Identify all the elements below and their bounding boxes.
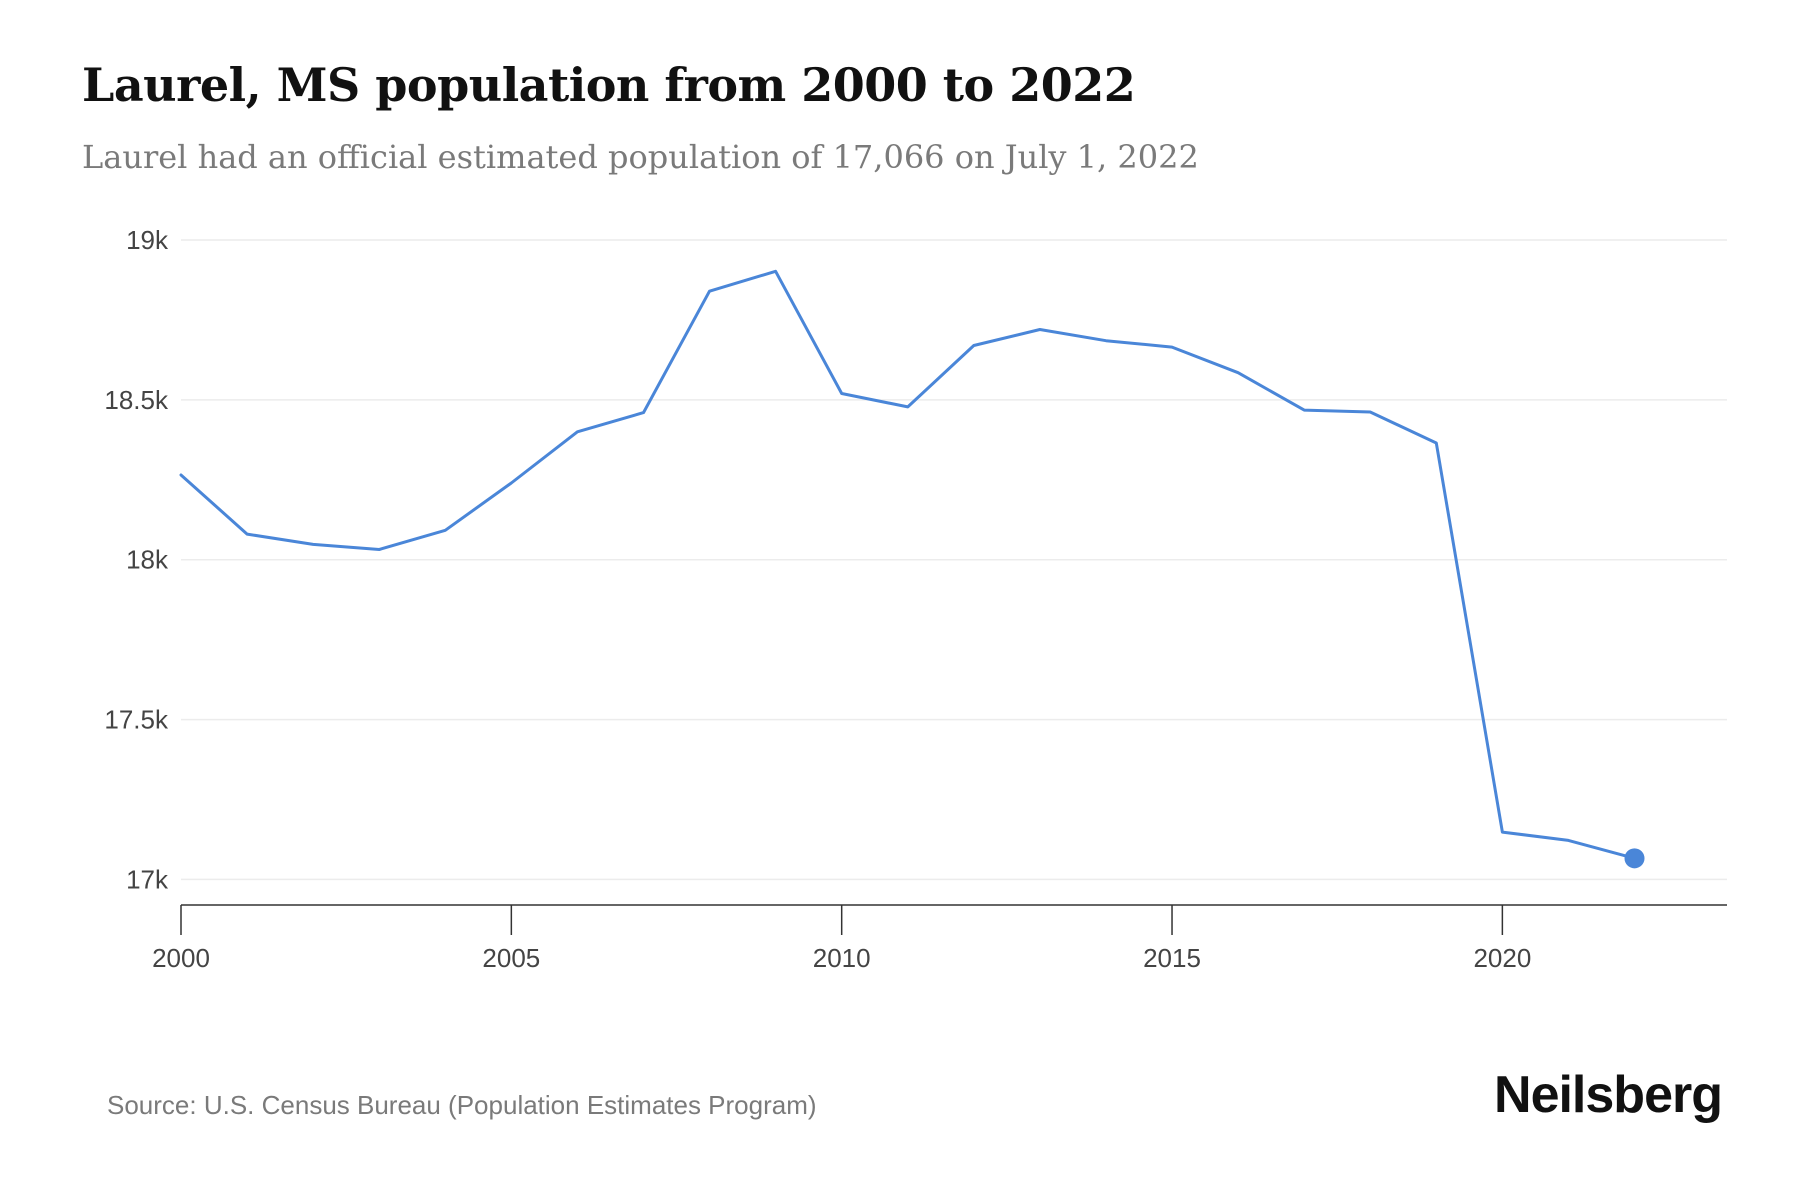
y-tick-label: 18k [126,545,169,575]
chart-subtitle: Laurel had an official estimated populat… [82,138,1199,176]
x-tick-label: 2015 [1143,943,1201,973]
last-data-point [1624,848,1645,869]
y-tick-label: 18.5k [104,385,169,415]
y-tick-label: 19k [126,225,169,255]
source-note: Source: U.S. Census Bureau (Population E… [107,1090,817,1120]
chart-title: Laurel, MS population from 2000 to 2022 [82,58,1136,112]
y-tick-label: 17.5k [104,705,169,735]
x-tick-label: 2000 [152,943,210,973]
population-series-line [179,269,1636,860]
y-tick-label: 17k [126,864,169,894]
x-tick-label: 2010 [813,943,871,973]
x-tick-label: 2020 [1473,943,1531,973]
brand-logo: Neilsberg [1494,1066,1723,1124]
x-tick-label: 2005 [482,943,540,973]
